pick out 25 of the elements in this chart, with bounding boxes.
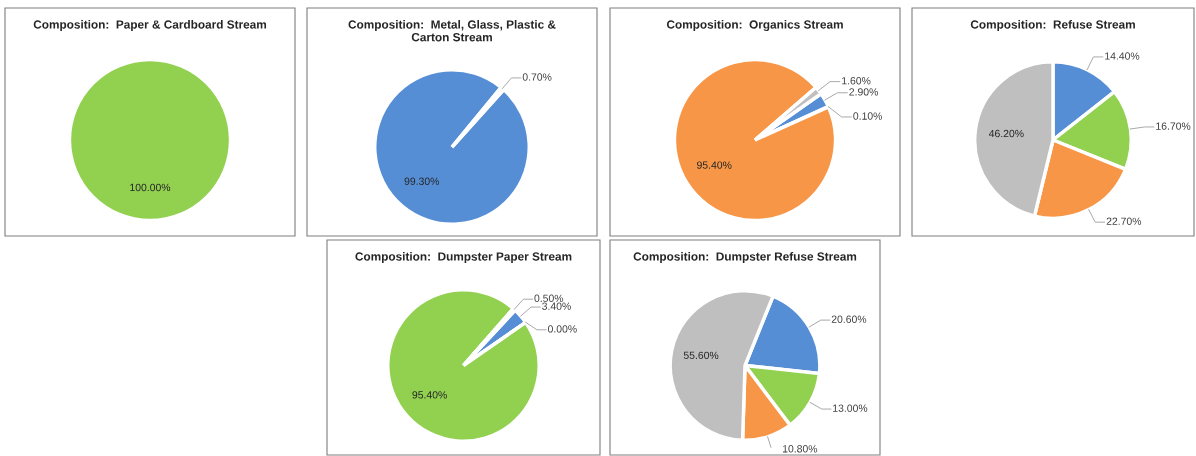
data-label: 55.60% <box>683 351 719 360</box>
data-label: 3.40% <box>542 302 571 310</box>
data-label: 0.10% <box>853 112 883 120</box>
data-label: 2.90% <box>849 88 878 96</box>
data-label: 0.70% <box>522 73 552 81</box>
data-label: 16.70% <box>1156 122 1191 130</box>
data-label: 10.80% <box>782 445 818 453</box>
data-label: 100.00% <box>130 183 171 192</box>
chart-title: Composition: Organics Stream <box>666 20 843 32</box>
data-label: 95.40% <box>697 161 732 169</box>
data-label: 95.40% <box>412 391 447 399</box>
data-label: 46.20% <box>988 129 1024 138</box>
chart-title: Composition: Paper & Cardboard Stream <box>33 20 267 31</box>
data-label: 99.30% <box>404 177 440 185</box>
chart-title: Composition: Dumpster Paper Stream <box>355 252 572 263</box>
data-label: 1.60% <box>842 77 871 85</box>
data-label: 13.00% <box>833 404 868 412</box>
data-label: 20.60% <box>831 315 867 323</box>
chart-title: Composition: Metal, Glass, Plastic & Carton Stream <box>348 20 556 42</box>
chart-title: Composition: Dumpster Refuse Stream <box>633 252 857 263</box>
chart-title: Composition: Refuse Stream <box>970 20 1135 31</box>
data-label: 14.40% <box>1105 52 1140 60</box>
data-label: 0.50% <box>534 294 564 302</box>
data-label: 22.70% <box>1106 217 1142 225</box>
text: 0.00% <box>547 325 577 333</box>
